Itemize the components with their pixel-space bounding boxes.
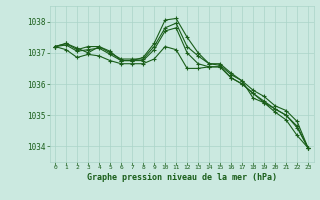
X-axis label: Graphe pression niveau de la mer (hPa): Graphe pression niveau de la mer (hPa) — [87, 173, 276, 182]
